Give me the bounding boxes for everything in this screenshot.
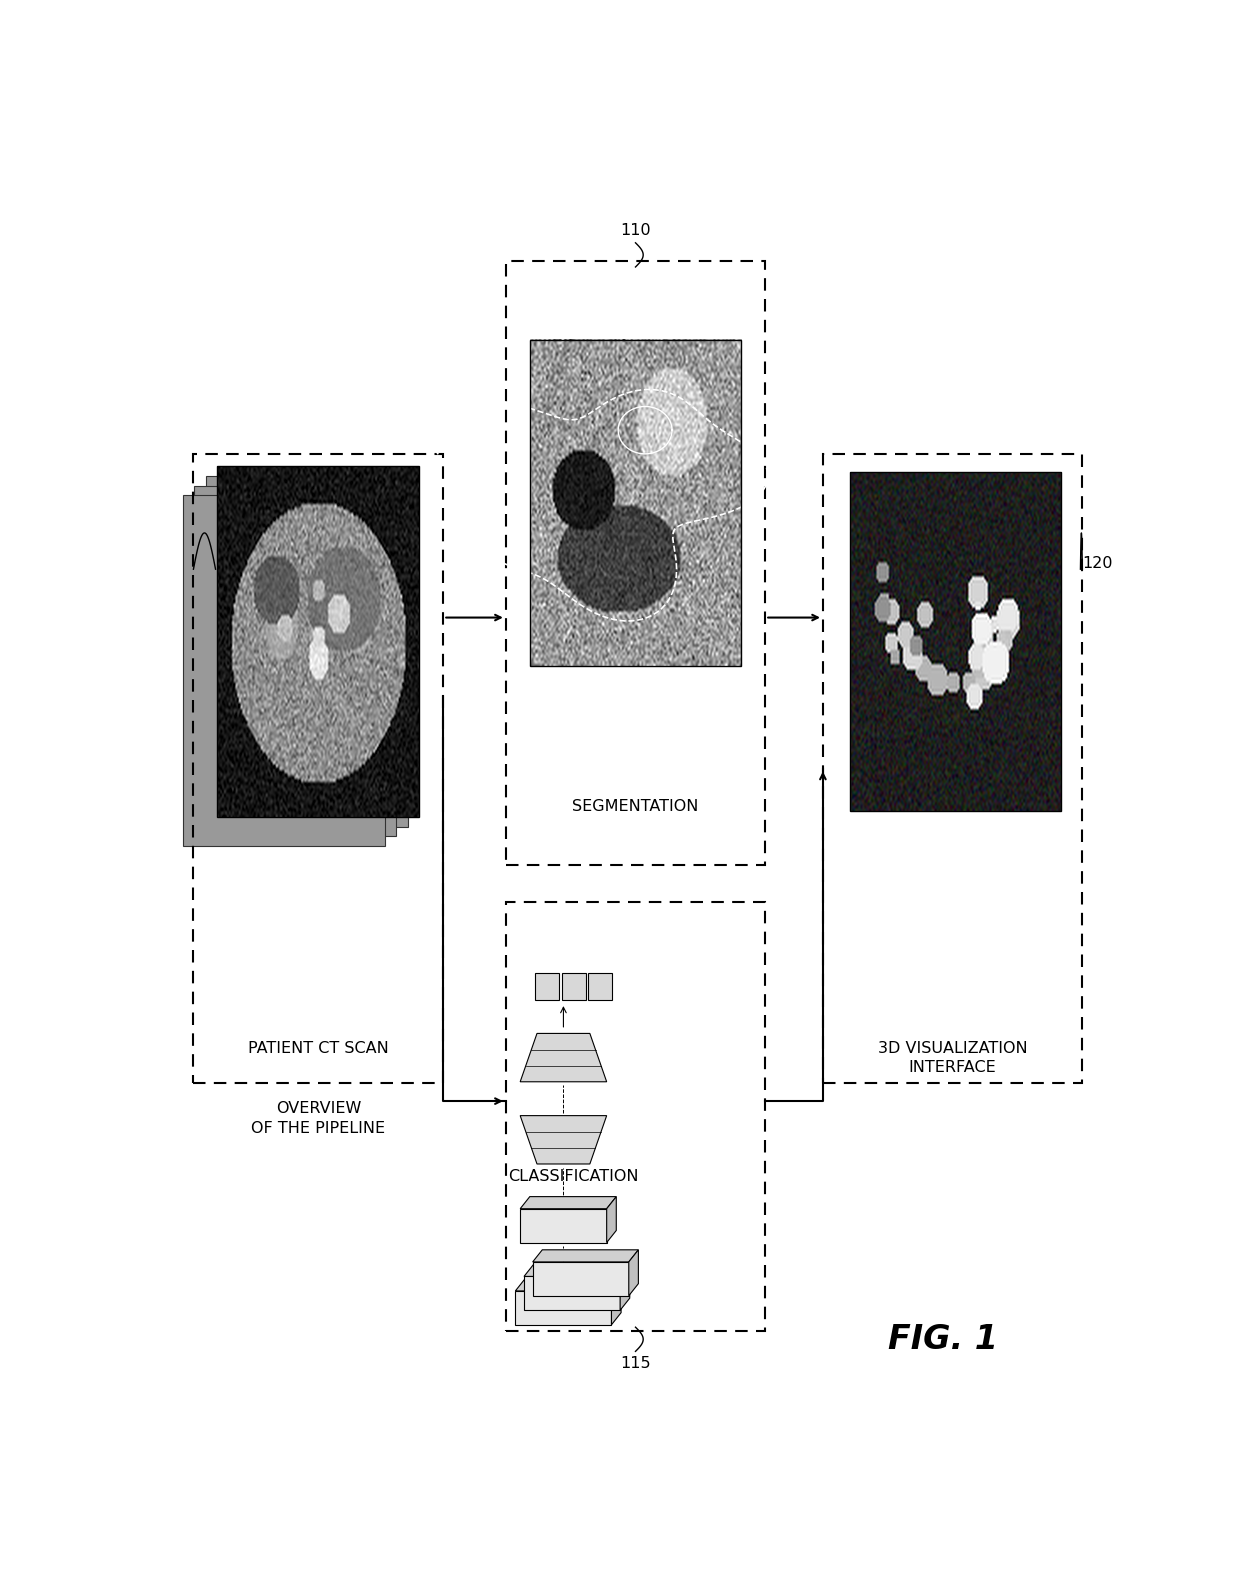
Bar [534,973,558,1000]
Bar [195,485,397,837]
Text: CYST
CLASSIFICATION: CYST CLASSIFICATION [508,1149,639,1184]
Bar [217,466,419,816]
Polygon shape [521,1196,616,1209]
Text: 120: 120 [1083,556,1112,570]
Text: PATIENT CT SCAN: PATIENT CT SCAN [248,1041,389,1055]
Polygon shape [525,1264,630,1276]
Text: OVERVIEW
OF THE PIPELINE: OVERVIEW OF THE PIPELINE [252,1101,386,1137]
Text: 105: 105 [186,556,216,570]
Text: FIG. 1: FIG. 1 [888,1324,998,1356]
Polygon shape [606,1196,616,1242]
Bar [525,1276,620,1311]
Bar [516,1291,611,1325]
Bar [182,496,384,846]
Polygon shape [533,1250,639,1262]
Text: 3D VISUALIZATION
INTERFACE: 3D VISUALIZATION INTERFACE [878,1041,1028,1075]
Polygon shape [521,1033,606,1082]
Bar [562,973,585,1000]
Text: 115: 115 [620,1356,651,1371]
Bar [823,454,1083,1083]
Polygon shape [620,1264,630,1311]
Text: SEGMENTATION: SEGMENTATION [573,799,698,813]
Polygon shape [629,1250,639,1295]
Bar [533,1262,629,1295]
Bar [506,901,765,1331]
Bar [529,339,742,666]
Text: 110: 110 [620,223,651,239]
Bar [521,1209,606,1242]
Bar [193,454,444,1083]
Bar [206,476,408,827]
Polygon shape [611,1280,621,1325]
Bar [589,973,613,1000]
Bar [506,261,765,865]
Polygon shape [521,1116,606,1163]
Polygon shape [516,1280,621,1291]
Bar [849,473,1061,812]
